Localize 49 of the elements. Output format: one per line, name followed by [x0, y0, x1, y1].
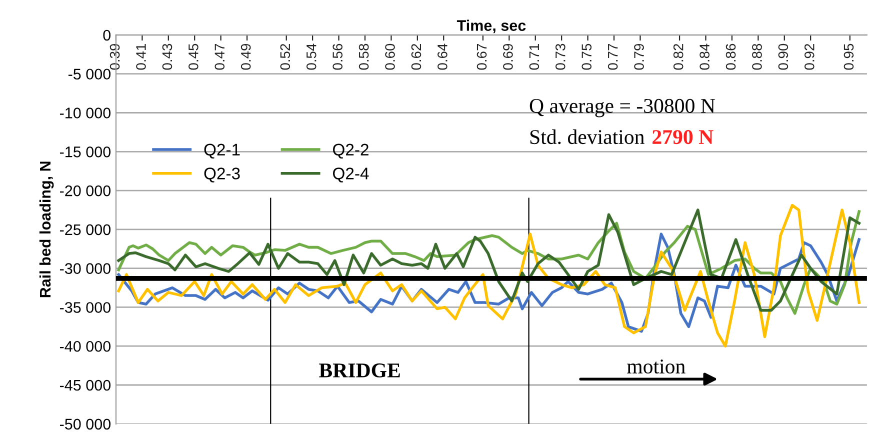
- x-tick-label: 0.60: [385, 44, 395, 70]
- x-tick-label: 0.92: [804, 44, 814, 70]
- annotation: motion: [627, 360, 686, 374]
- y-tick-label: -10 000: [60, 108, 111, 118]
- y-tick-label: -20 000: [60, 185, 111, 196]
- y-tick-label: -30 000: [60, 263, 111, 274]
- x-tick-label: 0.77: [608, 44, 618, 70]
- x-axis-title: Time, sec: [456, 20, 526, 34]
- x-tick-label: 0.71: [529, 44, 540, 70]
- y-axis-title: Rail bed loading, N: [39, 162, 54, 298]
- x-tick-label: 0.90: [778, 44, 788, 70]
- x-tick-label: 0.52: [280, 44, 290, 70]
- x-tick-label: 0.41: [136, 44, 146, 70]
- x-tick-label: 0.56: [332, 44, 343, 70]
- x-tick-label: 0.49: [240, 44, 251, 70]
- x-tick-label: 0.54: [306, 44, 316, 70]
- y-tick-label: -45 000: [60, 380, 111, 391]
- x-tick-label: 0.43: [162, 44, 172, 70]
- y-tick-label: -40 000: [60, 340, 111, 352]
- annotation: Std. deviation: [530, 129, 644, 144]
- x-tick-label: 0.79: [634, 44, 644, 70]
- x-tick-label: 0.95: [844, 44, 854, 70]
- x-tick-label: 0.84: [700, 44, 710, 70]
- x-tick-label: 0.75: [582, 44, 592, 70]
- legend-label: Q2-3: [204, 168, 240, 182]
- x-tick-label: 0.45: [188, 44, 198, 70]
- y-tick-label: 0: [103, 30, 111, 41]
- annotation: BRIDGE: [319, 363, 400, 378]
- x-tick-label: 0.88: [752, 44, 762, 70]
- x-tick-label: 0.67: [476, 44, 487, 70]
- x-tick-label: 0.86: [726, 44, 736, 70]
- x-tick-label: 0.58: [358, 44, 369, 70]
- legend-label: Q2-1: [204, 144, 240, 159]
- x-tick-label: 0.82: [673, 44, 684, 70]
- y-tick-label: -5 000: [68, 68, 111, 80]
- x-tick-label: 0.62: [411, 44, 422, 70]
- x-tick-label: 0.73: [555, 44, 566, 70]
- annotation: Q average = -30800 N: [530, 98, 715, 118]
- y-tick-label: -25 000: [60, 224, 111, 236]
- line-series: [117, 204, 860, 348]
- annotation: 2790 N: [652, 130, 714, 144]
- x-tick-label: 0.47: [214, 44, 225, 70]
- y-tick-label: -50 000: [60, 418, 111, 430]
- x-tick-label: 0.69: [503, 44, 513, 70]
- legend-label: Q2-4: [333, 168, 369, 182]
- y-tick-label: -15 000: [60, 146, 111, 158]
- y-tick-label: -35 000: [60, 302, 111, 313]
- legend-label: Q2-2: [333, 144, 368, 159]
- x-tick-label: 0.64: [438, 44, 448, 70]
